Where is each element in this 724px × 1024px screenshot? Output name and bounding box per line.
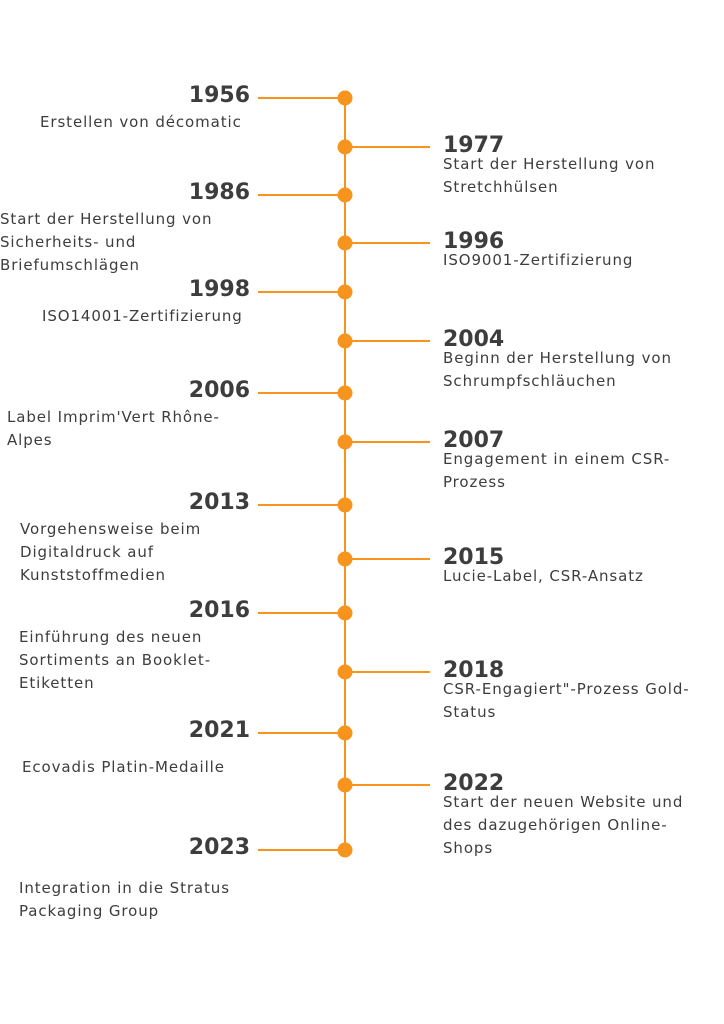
event-year-2007: 2007 xyxy=(443,428,505,453)
timeline-node-1977 xyxy=(337,139,353,155)
timeline-node-2015 xyxy=(337,551,353,567)
event-desc-2018: CSR-Engagiert"-Prozess Gold- Status xyxy=(443,680,690,721)
event-desc-1986: Start der Herstellung von Sicherheits- u… xyxy=(0,210,213,274)
event-year-1956: 1956 xyxy=(188,83,250,108)
event-year-1986: 1986 xyxy=(188,180,250,205)
event-desc-2013: Vorgehensweise beim Digitaldruck auf Kun… xyxy=(20,520,202,584)
event-desc-2022: Start der neuen Website und des dazugehö… xyxy=(443,793,684,857)
timeline-node-2013 xyxy=(337,497,353,513)
event-year-2006: 2006 xyxy=(188,378,250,403)
event-desc-1996: ISO9001-Zertifizierung xyxy=(443,251,634,269)
event-year-2015: 2015 xyxy=(443,545,505,570)
event-desc-1956: Erstellen von décomatic xyxy=(40,113,242,131)
event-year-1996: 1996 xyxy=(443,229,505,254)
timeline-node-1956 xyxy=(337,90,353,106)
event-desc-2021: Ecovadis Platin-Medaille xyxy=(22,758,225,776)
event-year-2013: 2013 xyxy=(188,490,250,515)
event-year-1977: 1977 xyxy=(443,133,505,158)
event-desc-2016: Einführung des neuen Sortiments an Bookl… xyxy=(19,628,212,692)
timeline-node-1996 xyxy=(337,235,353,251)
timeline-node-2021 xyxy=(337,725,353,741)
timeline-node-2016 xyxy=(337,605,353,621)
event-year-2021: 2021 xyxy=(188,718,250,743)
timeline-node-2023 xyxy=(337,842,353,858)
timeline-node-2022 xyxy=(337,777,353,793)
event-year-2022: 2022 xyxy=(443,771,505,796)
event-desc-2007: Engagement in einem CSR- Prozess xyxy=(443,450,671,491)
event-desc-2006: Label Imprim'Vert Rhône- Alpes xyxy=(7,408,220,449)
timeline-node-2007 xyxy=(337,434,353,450)
timeline-node-1998 xyxy=(337,284,353,300)
timeline-node-2004 xyxy=(337,333,353,349)
event-year-2016: 2016 xyxy=(188,598,250,623)
timeline-node-2018 xyxy=(337,664,353,680)
event-desc-2015: Lucie-Label, CSR-Ansatz xyxy=(443,567,644,585)
event-year-2023: 2023 xyxy=(188,835,250,860)
event-year-2018: 2018 xyxy=(443,658,505,683)
timeline-connectors xyxy=(258,97,430,851)
event-desc-1977: Start der Herstellung von Stretchhülsen xyxy=(443,155,656,196)
event-desc-1998: ISO14001-Zertifizierung xyxy=(42,307,243,325)
event-year-2004: 2004 xyxy=(443,327,505,352)
event-desc-2004: Beginn der Herstellung von Schrumpfschlä… xyxy=(443,349,672,390)
event-year-1998: 1998 xyxy=(188,277,250,302)
timeline-node-2006 xyxy=(337,385,353,401)
event-desc-2023: Integration in die Stratus Packaging Gro… xyxy=(19,879,230,920)
timeline-dots xyxy=(337,90,353,858)
timeline-node-1986 xyxy=(337,187,353,203)
